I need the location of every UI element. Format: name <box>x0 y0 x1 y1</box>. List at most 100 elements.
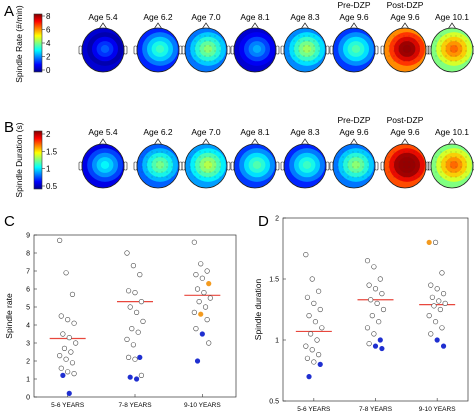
electrode-dot <box>293 35 295 37</box>
electrode-dot <box>342 151 344 153</box>
electrode-dot <box>214 176 216 178</box>
data-point-open <box>428 282 434 288</box>
topomap-row-a: Age 5.4 Age 6.2 Age 7.0 Age 8.1 Age 8.3 Pre-D… <box>78 0 474 73</box>
colorbar-a-tick-label: 2 <box>46 53 51 62</box>
electrode-dot <box>219 50 221 52</box>
electrode-dot <box>194 156 196 158</box>
electrode-dot <box>313 60 315 62</box>
electrode-dot <box>161 166 163 168</box>
electrode-dot <box>408 60 410 62</box>
data-point-open <box>316 288 322 294</box>
electrode-dot <box>347 156 349 158</box>
electrode-dot <box>151 166 153 168</box>
electrode-dot <box>151 176 153 178</box>
nose-shape <box>447 138 457 146</box>
electrode-dot <box>171 166 173 168</box>
electrode-dot <box>194 45 196 47</box>
colorbar-title-a: Spindle Rate (#/min) <box>14 5 24 83</box>
data-point-open <box>57 237 63 243</box>
electrode-dot <box>435 156 437 158</box>
electrode-dot <box>199 161 201 163</box>
electrode-dot <box>403 151 405 153</box>
topomap-age-label: Age 5.4 <box>88 127 118 137</box>
nose-shape <box>153 138 163 146</box>
electrode-dot <box>204 151 206 153</box>
panel-c: C 0 1 2 3 4 5 6 7 8 9 Spindle rate 5-6 YEARS 7-8 YEA… <box>4 213 237 409</box>
topomap-age-label: Age 9.6 <box>339 127 369 137</box>
data-point-blue <box>317 361 323 368</box>
electrode-dot <box>393 156 395 158</box>
topomap-b-7: Post-DZP Age 9.6 <box>380 115 430 189</box>
electrode-dot <box>151 161 153 163</box>
scalp-map-contour <box>252 45 262 53</box>
ear-shape <box>230 45 235 55</box>
scalp-outline <box>283 27 327 73</box>
data-point-open <box>204 268 210 274</box>
data-point-open <box>303 343 309 349</box>
ear-shape <box>78 161 83 171</box>
y-tick-label: 0 <box>26 395 30 402</box>
electrode-dot <box>465 166 467 168</box>
electrode-dot <box>450 151 452 153</box>
scalp-map-contour <box>100 45 110 53</box>
electrode-dot <box>455 171 457 173</box>
topomap-a-3: Age 7.0 <box>181 12 231 73</box>
y-tick-label: 1 <box>275 338 279 345</box>
electrode-dot <box>403 60 405 62</box>
electrode-dot <box>214 161 216 163</box>
electrode-dot <box>440 166 442 168</box>
topomap-condition-label: Post-DZP <box>387 115 424 125</box>
electrode-dot <box>465 45 467 47</box>
data-point-open <box>303 252 309 258</box>
electrode-dot <box>413 176 415 178</box>
electrode-dot <box>393 161 395 163</box>
electrode-dot <box>204 35 206 37</box>
electrode-dot <box>413 166 415 168</box>
electrode-dot <box>418 171 420 173</box>
data-point-open <box>130 342 136 348</box>
electrode-dot <box>347 171 349 173</box>
electrode-dot <box>440 156 442 158</box>
data-point-open <box>134 309 140 316</box>
electrode-dot <box>189 161 191 163</box>
electrode-dot <box>204 45 206 47</box>
electrode-dot <box>214 60 216 62</box>
electrode-dot <box>209 151 211 153</box>
electrode-dot <box>450 50 452 52</box>
y-tick-label: 0.5 <box>269 399 279 406</box>
data-point-open <box>311 359 317 365</box>
electrode-dot <box>357 156 359 158</box>
electrode-dot <box>308 60 310 62</box>
data-point-open <box>316 352 322 358</box>
data-point-blue <box>66 390 72 397</box>
ear-shape <box>123 161 128 171</box>
electrode-dot <box>308 40 310 42</box>
topomap-age-label: Age 5.4 <box>88 12 118 22</box>
scalp-outline <box>283 143 327 189</box>
scalp-outline <box>430 143 474 189</box>
electrode-dot <box>214 50 216 52</box>
electrode-dot <box>418 156 420 158</box>
electrode-dot <box>293 55 295 57</box>
data-point-open <box>68 349 74 355</box>
electrode-dot <box>408 161 410 163</box>
electrode-dot <box>204 50 206 52</box>
electrode-dot <box>440 55 442 57</box>
topomap-age-label: Age 10.1 <box>435 127 469 137</box>
electrode-dot <box>408 35 410 37</box>
electrode-dot <box>450 60 452 62</box>
electrode-dot <box>199 45 201 47</box>
electrode-dot <box>166 161 168 163</box>
data-point-open <box>437 306 443 313</box>
electrode-dot <box>209 55 211 57</box>
electrode-dot <box>398 166 400 168</box>
electrode-dot <box>403 176 405 178</box>
data-point-open <box>440 291 447 297</box>
electrode-dot <box>214 156 216 158</box>
electrode-dot <box>435 40 437 42</box>
electrode-dot <box>146 166 148 168</box>
electrode-dot <box>403 50 405 52</box>
topomap-age-label: Age 6.2 <box>143 12 173 22</box>
y-tick-label: 2 <box>275 216 279 223</box>
